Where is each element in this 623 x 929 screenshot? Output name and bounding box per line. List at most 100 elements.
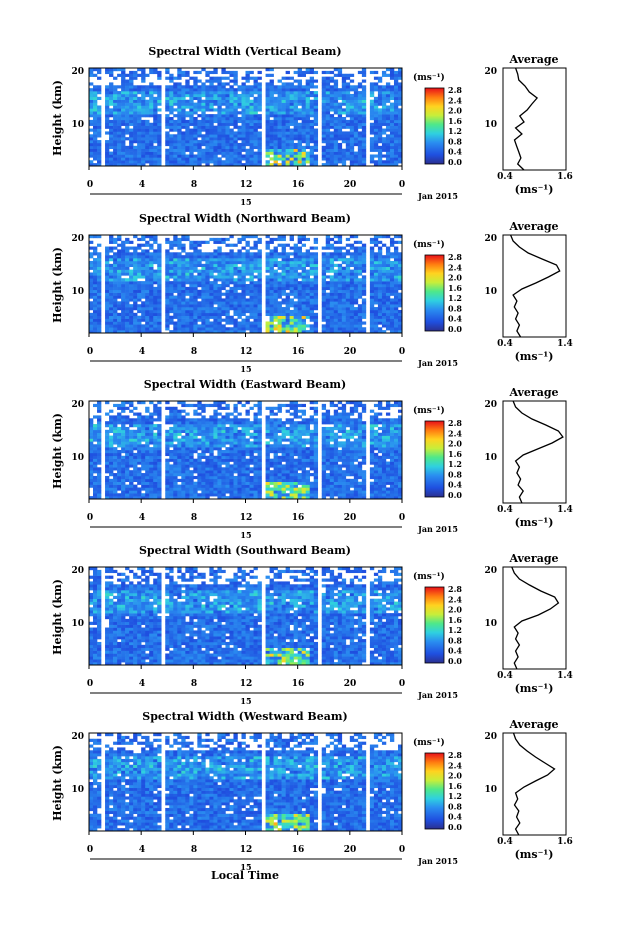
heatmap-cell bbox=[117, 315, 122, 319]
heatmap-cell bbox=[273, 128, 278, 132]
heatmap-cell bbox=[137, 275, 142, 279]
heatmap-cell bbox=[145, 235, 150, 239]
heatmap-cell bbox=[225, 315, 230, 319]
heatmap-cell bbox=[337, 249, 343, 253]
heatmap-cell bbox=[313, 321, 319, 325]
heatmap-cell bbox=[265, 309, 270, 314]
heatmap-cell bbox=[189, 163, 194, 167]
heatmap-cell bbox=[233, 281, 238, 285]
heatmap-cell bbox=[201, 263, 206, 267]
heatmap-cell bbox=[361, 128, 367, 132]
heatmap-cell bbox=[125, 309, 130, 314]
heatmap-cell bbox=[193, 131, 198, 135]
heatmap-cell bbox=[249, 298, 254, 302]
heatmap-cell bbox=[113, 318, 118, 322]
heatmap-cell bbox=[157, 85, 162, 89]
heatmap-cell bbox=[169, 298, 174, 302]
heatmap-cell bbox=[173, 289, 178, 293]
heatmap-cell bbox=[285, 76, 290, 80]
heatmap-cell bbox=[97, 307, 102, 311]
heatmap-cell bbox=[197, 157, 202, 161]
heatmap-cell bbox=[105, 151, 110, 155]
heatmap-cell bbox=[265, 148, 270, 152]
heatmap-cell bbox=[237, 475, 242, 480]
heatmap-cell bbox=[169, 301, 174, 305]
heatmap-cell bbox=[321, 496, 327, 500]
heatmap-cell bbox=[221, 260, 226, 265]
heatmap-cell bbox=[205, 99, 210, 103]
heatmap-cell bbox=[105, 142, 110, 147]
heatmap-cell bbox=[125, 473, 130, 477]
heatmap-cell bbox=[385, 140, 391, 144]
heatmap-cell bbox=[157, 151, 162, 155]
heatmap-cell bbox=[173, 496, 178, 500]
heatmap-cell bbox=[329, 131, 335, 135]
heatmap-cell bbox=[329, 137, 335, 141]
heatmap-cell bbox=[153, 160, 158, 164]
heatmap-cell bbox=[109, 88, 114, 92]
heatmap-cell bbox=[229, 304, 234, 308]
heatmap-cell bbox=[189, 252, 194, 256]
heatmap-cell bbox=[229, 275, 234, 279]
heatmap-cell bbox=[257, 70, 262, 75]
heatmap-cell bbox=[241, 473, 246, 477]
heatmap-cell bbox=[157, 295, 162, 299]
heatmap-cell bbox=[325, 85, 331, 89]
heatmap-cell bbox=[293, 312, 298, 316]
heatmap-cell bbox=[185, 301, 190, 305]
heatmap-cell bbox=[389, 298, 395, 302]
heatmap-cell bbox=[325, 255, 331, 259]
heatmap-cell bbox=[181, 295, 186, 299]
heatmap-cell bbox=[89, 281, 94, 285]
heatmap-cell bbox=[257, 327, 262, 331]
heatmap-cell bbox=[341, 295, 347, 299]
heatmap-cell bbox=[117, 496, 122, 500]
heatmap-cell bbox=[337, 68, 343, 72]
heatmap-cell bbox=[157, 263, 162, 267]
heatmap-cell bbox=[249, 102, 254, 106]
heatmap-cell bbox=[213, 137, 218, 141]
heatmap-cell bbox=[241, 108, 246, 112]
heatmap-cell bbox=[297, 99, 302, 103]
heatmap-cell bbox=[193, 327, 198, 331]
heatmap-cell bbox=[89, 312, 94, 316]
heatmap-cell bbox=[349, 481, 355, 485]
heatmap-cell bbox=[361, 125, 367, 129]
heatmap-cell bbox=[213, 240, 218, 244]
heatmap-cell bbox=[285, 105, 290, 109]
heatmap-cell bbox=[213, 260, 218, 265]
heatmap-cell bbox=[201, 111, 206, 115]
average-profile bbox=[502, 234, 567, 338]
heatmap-cell bbox=[201, 292, 206, 296]
heatmap-cell bbox=[277, 157, 282, 161]
heatmap-cell bbox=[285, 493, 290, 497]
heatmap-cell bbox=[277, 79, 282, 83]
heatmap-cell bbox=[249, 91, 254, 95]
heatmap-cell bbox=[229, 301, 234, 305]
heatmap-cell bbox=[289, 148, 294, 152]
heatmap-cell bbox=[237, 478, 242, 482]
heatmap-cell bbox=[253, 321, 258, 325]
heatmap-cell bbox=[113, 119, 118, 124]
heatmap-cell bbox=[201, 108, 206, 112]
heatmap-cell bbox=[205, 85, 210, 89]
heatmap-cell bbox=[361, 73, 367, 77]
heatmap-cell bbox=[177, 91, 182, 95]
heatmap-cell bbox=[377, 119, 383, 124]
heatmap-cell bbox=[217, 140, 222, 144]
heatmap-cell bbox=[205, 275, 210, 279]
heatmap-cell bbox=[217, 111, 222, 115]
heatmap-cell bbox=[209, 108, 214, 112]
heatmap-cell bbox=[281, 157, 286, 161]
heatmap-cell bbox=[345, 105, 351, 109]
heatmap-cell bbox=[217, 315, 222, 319]
heatmap-cell bbox=[125, 102, 130, 106]
heatmap-cell bbox=[253, 275, 258, 279]
heatmap-cell bbox=[213, 85, 218, 89]
heatmap-cell bbox=[189, 298, 194, 302]
heatmap-cell bbox=[377, 85, 383, 89]
heatmap-cell bbox=[105, 304, 110, 308]
heatmap-cell bbox=[193, 315, 198, 319]
heatmap-cell bbox=[133, 99, 138, 103]
heatmap-cell bbox=[177, 266, 182, 270]
